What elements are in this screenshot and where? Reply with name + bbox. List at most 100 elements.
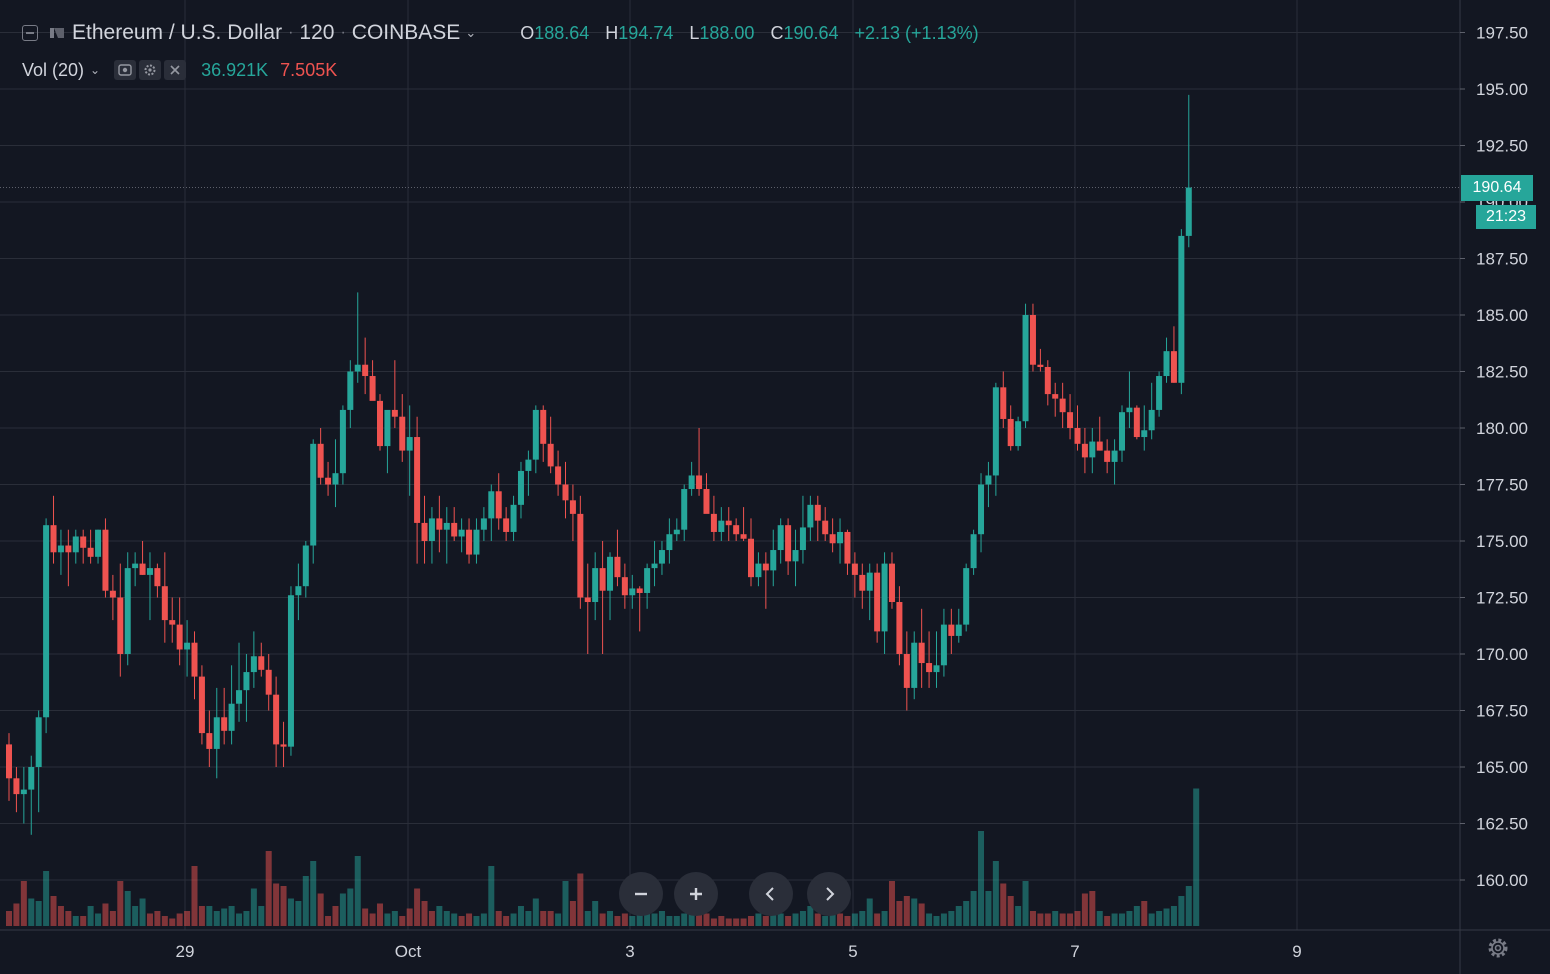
time-axis[interactable]: 29 Oct 3 5 7 9 — [176, 942, 1302, 961]
candle-body — [332, 473, 339, 485]
exchange-label[interactable]: COINBASE — [351, 21, 461, 44]
visibility-eye-icon[interactable] — [114, 60, 137, 80]
zoom-out-button[interactable] — [619, 872, 663, 916]
price-tick-label: 197.50 — [1476, 24, 1528, 43]
volume-bar — [176, 913, 183, 926]
candle — [1007, 405, 1014, 451]
volume-bar — [117, 881, 124, 926]
candle-body — [807, 504, 814, 528]
volume-bar — [191, 866, 198, 926]
candle — [1111, 439, 1118, 485]
candle — [859, 563, 866, 609]
interval-label[interactable]: 120 — [299, 21, 335, 44]
candle — [636, 586, 643, 632]
candle — [569, 484, 576, 541]
price-tick-label: 187.50 — [1476, 250, 1528, 269]
candle-body — [146, 568, 153, 575]
chevron-down-icon[interactable]: ⌄ — [90, 63, 101, 77]
candle — [258, 642, 265, 677]
candle-body — [577, 513, 584, 598]
chevron-down-icon[interactable]: ⌄ — [465, 25, 477, 40]
volume-bar — [399, 916, 406, 926]
candle-body — [399, 416, 406, 451]
candle — [829, 518, 836, 553]
candle-body — [1000, 387, 1007, 419]
candle — [480, 507, 487, 541]
zoom-in-button[interactable] — [674, 872, 718, 916]
candle — [599, 541, 606, 654]
volume-bar — [436, 906, 443, 926]
candle-body — [770, 550, 777, 571]
candle-body — [436, 518, 443, 530]
volume-bar — [799, 911, 806, 926]
candle-body — [725, 520, 732, 526]
volume-bar — [35, 901, 42, 926]
candle — [466, 518, 473, 564]
candle-body — [733, 525, 740, 535]
scroll-left-button[interactable] — [749, 872, 793, 916]
candle-body — [696, 475, 703, 490]
volume-bar — [139, 898, 146, 926]
volume-bar — [762, 916, 769, 926]
gear-icon[interactable] — [1484, 934, 1512, 962]
volume-bar — [473, 916, 480, 926]
close-icon[interactable] — [164, 60, 187, 80]
candle — [577, 495, 584, 609]
volume-bar — [1007, 896, 1014, 926]
settings-gear-icon[interactable] — [139, 60, 162, 80]
price-tick-label: 172.50 — [1476, 589, 1528, 608]
candle — [688, 461, 695, 496]
candle — [755, 552, 762, 587]
candle-body — [644, 568, 651, 593]
volume-bar — [428, 911, 435, 926]
candle-body — [814, 504, 821, 521]
candle-body — [295, 586, 302, 596]
candle-body — [621, 577, 628, 596]
price-tick-label: 180.00 — [1476, 419, 1528, 438]
volume-bar — [725, 918, 732, 926]
volume-bar — [933, 916, 940, 926]
candle-body — [710, 513, 717, 532]
volume-bar — [673, 916, 680, 926]
volume-bar — [6, 911, 12, 926]
candle-body — [777, 525, 784, 551]
volume-bars — [6, 788, 1200, 926]
volume-bar — [109, 911, 116, 926]
candle-body — [132, 563, 139, 569]
volume-bar — [488, 866, 495, 926]
candle — [903, 631, 910, 711]
volume-bar — [970, 891, 977, 926]
candle-body — [28, 767, 35, 790]
candle — [1185, 94, 1192, 248]
volume-bar — [1119, 913, 1125, 926]
candle — [651, 541, 658, 587]
volume-bar — [213, 911, 220, 926]
collapse-legend-button[interactable] — [22, 25, 38, 41]
volume-bar — [785, 916, 792, 926]
candle-body — [1022, 315, 1029, 422]
candle — [658, 541, 665, 575]
candle-body — [1015, 421, 1022, 447]
scroll-right-button[interactable] — [807, 872, 851, 916]
candle — [1156, 371, 1163, 417]
volume-bar — [1141, 901, 1148, 926]
price-axis[interactable]: 160.00 162.50 165.00 167.50 170.00 172.50 175.… — [1460, 24, 1528, 891]
volume-bar — [169, 918, 176, 926]
volume-bar — [221, 908, 228, 926]
volume-up-value: 36.921K — [201, 59, 269, 80]
candle-body — [584, 597, 591, 603]
candle — [696, 428, 703, 496]
candle-body — [599, 568, 606, 591]
candle-body — [1007, 418, 1014, 447]
volume-bar — [1015, 906, 1022, 926]
candle — [725, 507, 732, 541]
candle-body — [317, 443, 324, 478]
change-value: +2.13 (+1.13%) — [854, 22, 979, 43]
candle-body — [80, 536, 87, 548]
volume-title[interactable]: Vol (20) — [22, 59, 85, 80]
candle-body — [20, 789, 27, 795]
candle-body — [1148, 409, 1155, 431]
candle-body — [888, 563, 895, 603]
symbol-title[interactable]: Ethereum / U.S. Dollar — [72, 21, 283, 44]
